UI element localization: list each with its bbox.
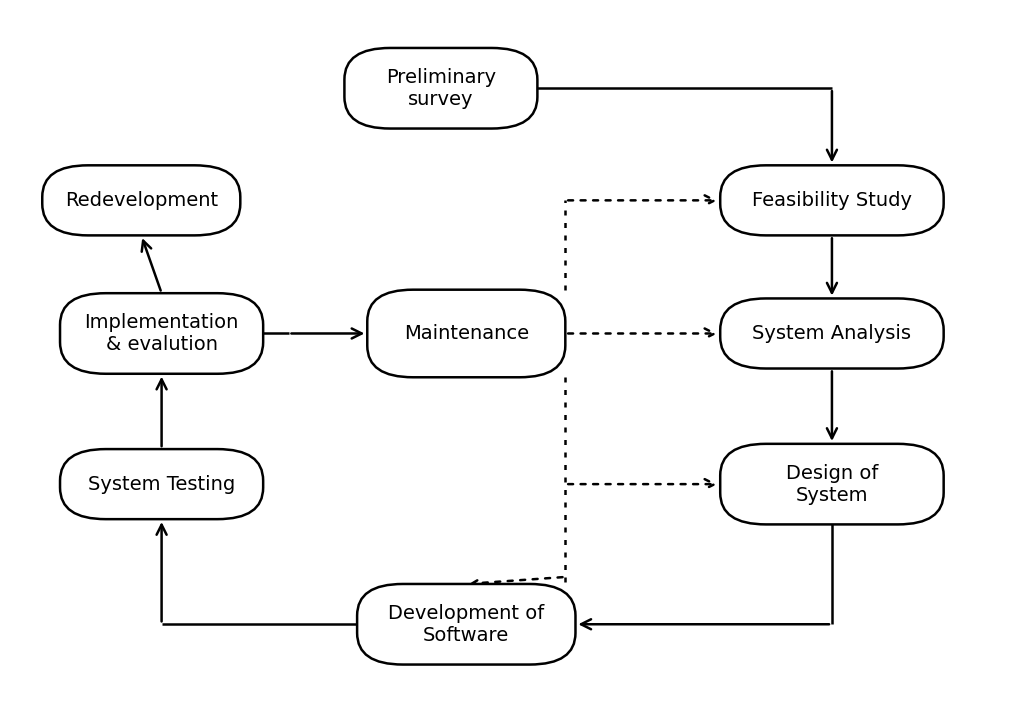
Text: System Testing: System Testing — [88, 474, 236, 493]
FancyBboxPatch shape — [720, 298, 944, 369]
Text: Design of
System: Design of System — [785, 464, 879, 505]
Text: Feasibility Study: Feasibility Study — [752, 191, 912, 210]
FancyBboxPatch shape — [42, 165, 241, 235]
Text: System Analysis: System Analysis — [753, 324, 911, 343]
FancyBboxPatch shape — [60, 294, 263, 374]
FancyBboxPatch shape — [357, 584, 575, 664]
Text: Preliminary
survey: Preliminary survey — [386, 68, 496, 108]
FancyBboxPatch shape — [720, 444, 944, 525]
Text: Maintenance: Maintenance — [403, 324, 528, 343]
FancyBboxPatch shape — [720, 165, 944, 235]
FancyBboxPatch shape — [368, 290, 565, 377]
Text: Implementation
& evalution: Implementation & evalution — [84, 313, 239, 354]
Text: Development of
Software: Development of Software — [388, 604, 545, 644]
Text: Redevelopment: Redevelopment — [65, 191, 218, 210]
FancyBboxPatch shape — [344, 48, 538, 128]
FancyBboxPatch shape — [60, 449, 263, 519]
